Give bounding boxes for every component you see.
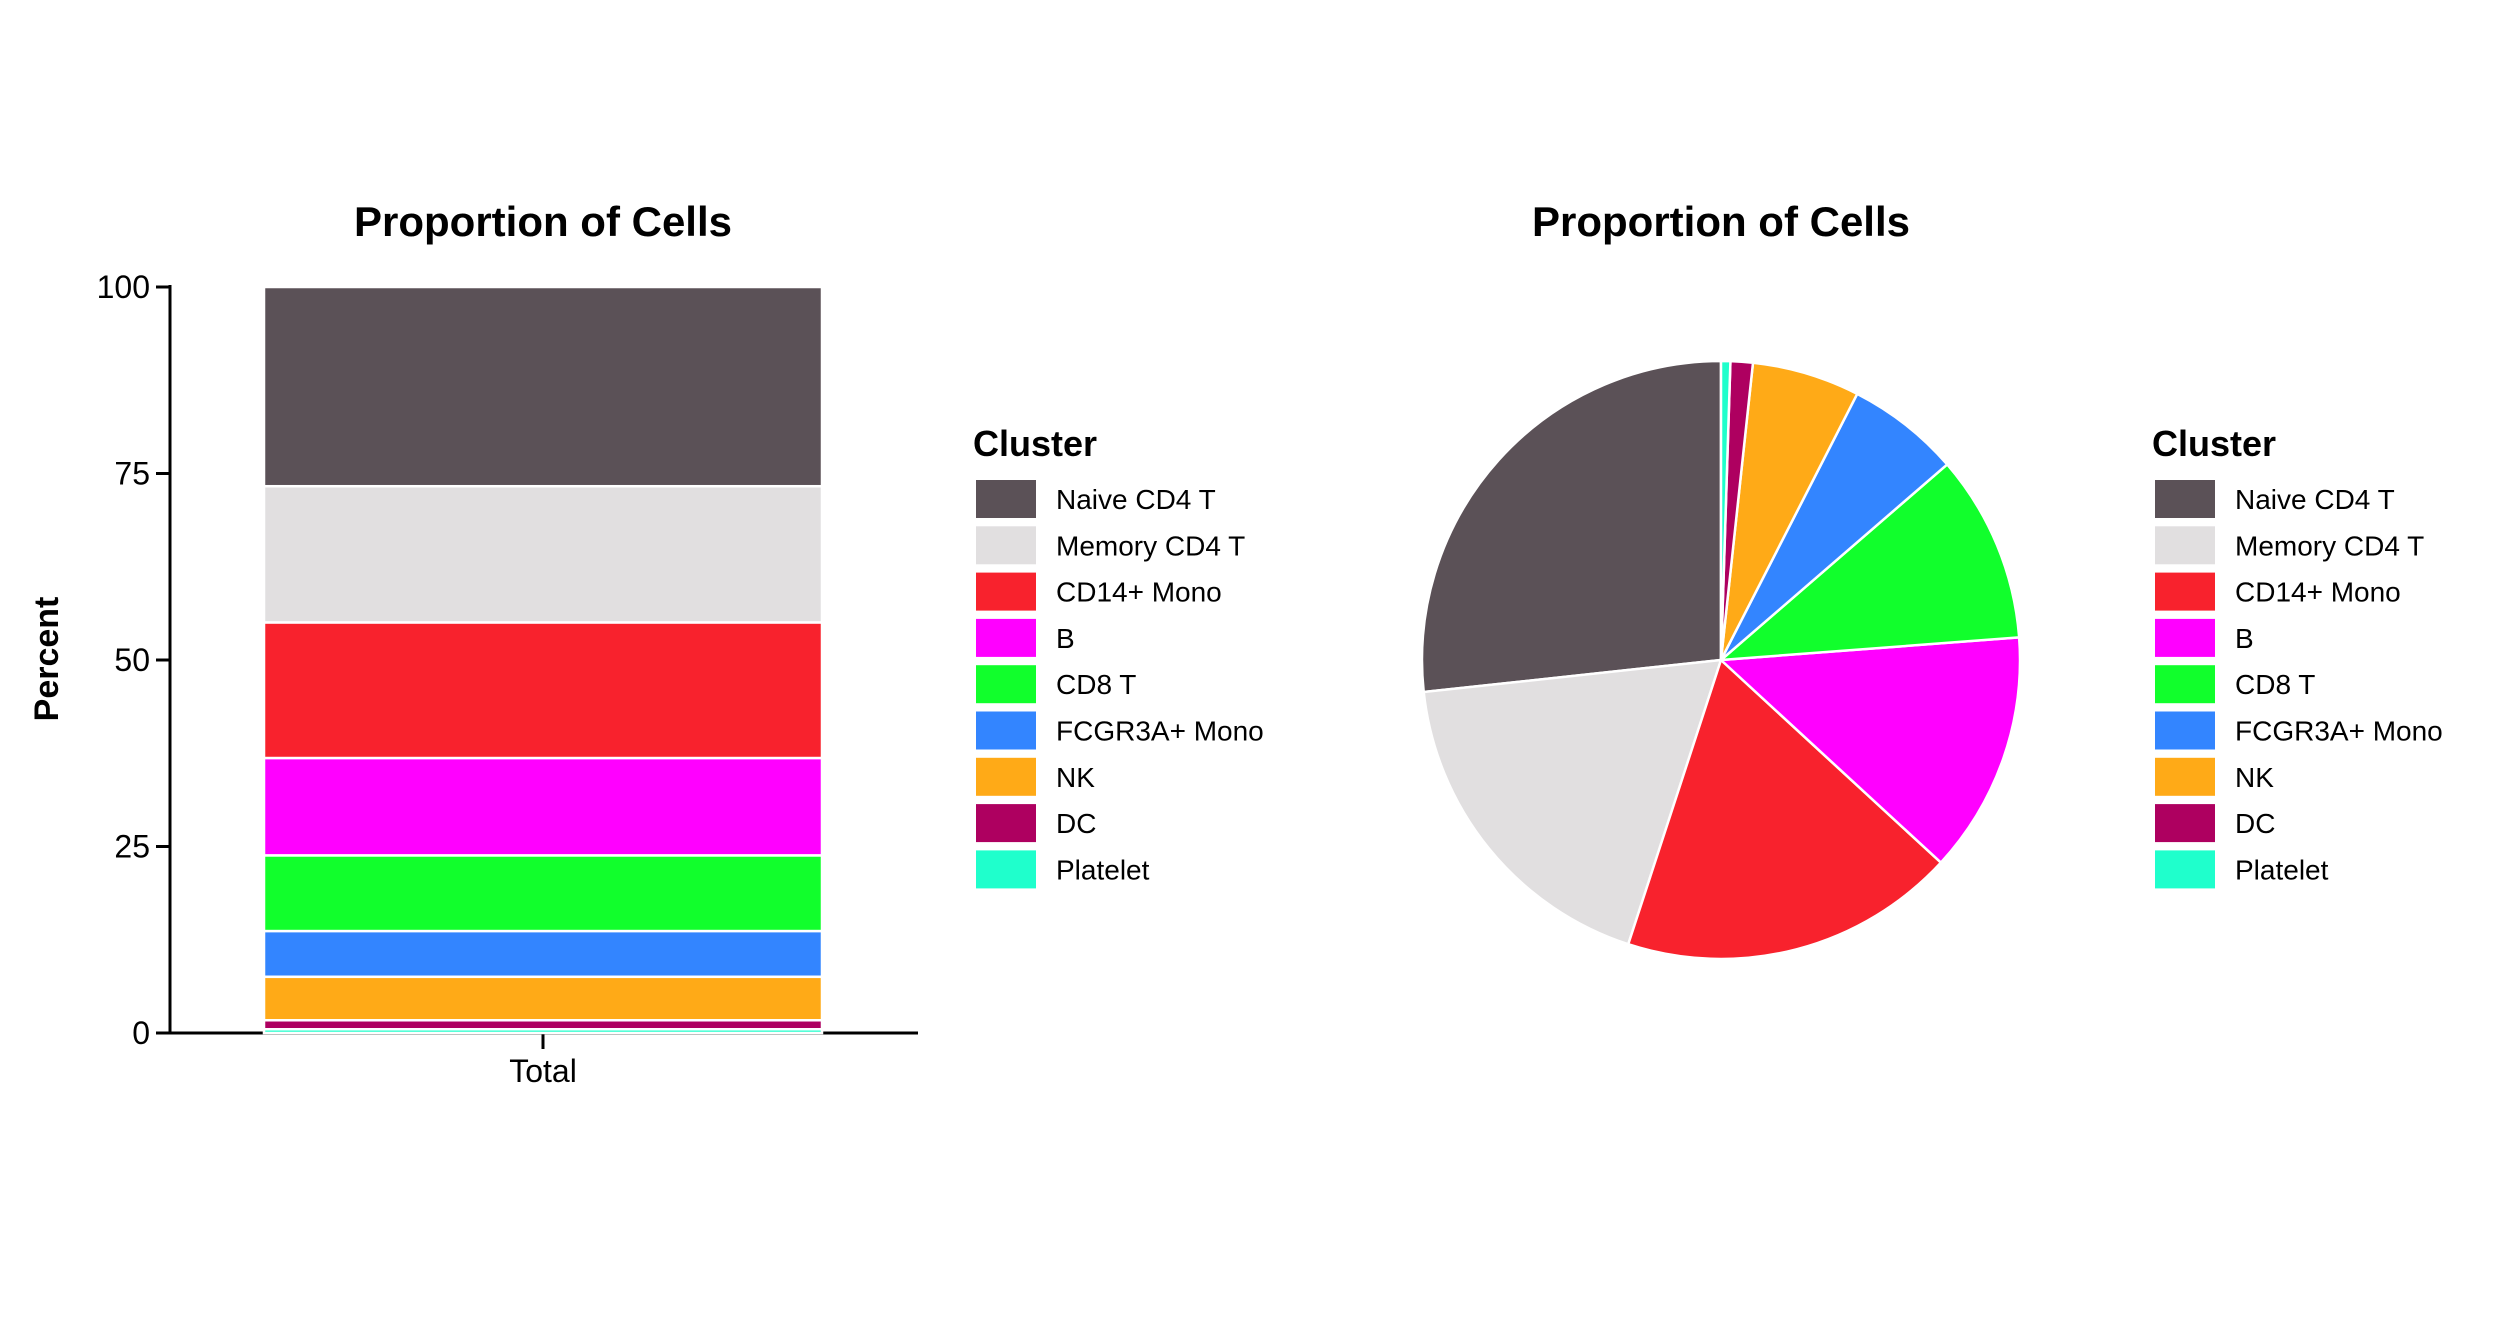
y-tick-label: 0 xyxy=(132,1015,150,1051)
legend-swatch-fcgr3aplus-mono xyxy=(976,711,1036,750)
bar-segment-fcgr3aplus-mono xyxy=(262,929,824,979)
stacked-bar-chart: Proportion of Cells Percent 0 25 50 75 100 To… xyxy=(28,198,1264,1089)
legend-swatch-naive-cd4-t xyxy=(976,480,1036,518)
bar-segment-nk xyxy=(262,975,824,1022)
bar-legend: Cluster Naive CD4 T Memory CD4 T CD14+ Mon… xyxy=(973,423,1264,889)
bar-segment-cd8-t xyxy=(262,854,824,933)
legend-label-platelet: Platelet xyxy=(1056,854,1150,885)
y-tick-label: 25 xyxy=(114,829,150,865)
pie-slice-naive-cd4-t xyxy=(1420,359,1723,694)
legend-swatch-cd14plus-mono xyxy=(2155,572,2215,611)
legend-swatch-dc xyxy=(976,804,1036,843)
legend-label-naive-cd4-t: Naive CD4 T xyxy=(1056,484,1216,515)
legend-label-cd8-t: CD8 T xyxy=(2235,669,2315,700)
legend-swatch-memory-cd4-t xyxy=(2155,526,2215,565)
legend-label-dc: DC xyxy=(2235,808,2275,839)
legend-swatch-platelet xyxy=(2155,850,2215,889)
legend-swatch-b xyxy=(2155,618,2215,657)
legend-label-fcgr3aplus-mono: FCGR3A+ Mono xyxy=(2235,716,2443,747)
legend-label-naive-cd4-t: Naive CD4 T xyxy=(2235,484,2395,515)
legend-label-b: B xyxy=(1056,623,1075,654)
bar-chart-title: Proportion of Cells xyxy=(354,198,732,245)
legend-swatch-cd8-t xyxy=(976,665,1036,704)
legend-swatch-cd14plus-mono xyxy=(976,572,1036,611)
y-tick-label: 50 xyxy=(114,642,150,678)
bar-segment-b xyxy=(262,756,824,857)
legend-label-b: B xyxy=(2235,623,2254,654)
pie-legend-title: Cluster xyxy=(2152,423,2276,464)
y-tick-label: 75 xyxy=(114,456,150,492)
legend-label-cd14plus-mono: CD14+ Mono xyxy=(1056,577,1222,608)
pie-slices xyxy=(1420,359,2022,961)
legend-label-fcgr3aplus-mono: FCGR3A+ Mono xyxy=(1056,716,1264,747)
pie-chart: Proportion of Cells Cluster Naive CD4 T M… xyxy=(1420,198,2443,961)
pie-slice-memory-cd4-t xyxy=(1422,658,1723,946)
bar-segment-platelet xyxy=(262,1028,824,1035)
legend-label-cd8-t: CD8 T xyxy=(1056,669,1136,700)
legend-label-nk: NK xyxy=(1056,762,1095,793)
bar-segment-dc xyxy=(262,1019,824,1031)
bar-segment-cd14plus-mono xyxy=(262,621,824,760)
x-tick-label: Total xyxy=(509,1053,577,1089)
legend-label-cd14plus-mono: CD14+ Mono xyxy=(2235,577,2401,608)
legend-swatch-nk xyxy=(976,757,1036,796)
bar-stack xyxy=(262,285,824,1035)
legend-label-memory-cd4-t: Memory CD4 T xyxy=(1056,530,1245,561)
pie-slice-cd14plus-mono xyxy=(1626,658,1943,961)
pie-slice-b xyxy=(1719,636,2022,864)
pie-slice-platelet xyxy=(1719,359,1732,662)
legend-swatch-cd8-t xyxy=(2155,665,2215,704)
legend-swatch-naive-cd4-t xyxy=(2155,480,2215,518)
legend-label-dc: DC xyxy=(1056,808,1096,839)
legend-swatch-fcgr3aplus-mono xyxy=(2155,711,2215,750)
legend-swatch-platelet xyxy=(976,850,1036,889)
pie-slice-cd8-t xyxy=(1719,463,2021,662)
bar-legend-title: Cluster xyxy=(973,423,1097,464)
legend-swatch-memory-cd4-t xyxy=(976,526,1036,565)
pie-legend: Cluster Naive CD4 T Memory CD4 T CD14+ Mon… xyxy=(2152,423,2443,889)
legend-label-memory-cd4-t: Memory CD4 T xyxy=(2235,530,2424,561)
legend-swatch-b xyxy=(976,618,1036,657)
y-axis-title: Percent xyxy=(28,597,66,722)
bar-segment-memory-cd4-t xyxy=(262,484,824,624)
pie-chart-title: Proportion of Cells xyxy=(1532,198,1910,245)
legend-label-nk: NK xyxy=(2235,762,2274,793)
legend-swatch-dc xyxy=(2155,804,2215,843)
legend-swatch-nk xyxy=(2155,757,2215,796)
legend-label-platelet: Platelet xyxy=(2235,854,2329,885)
y-tick-label: 100 xyxy=(97,269,150,305)
bar-segment-naive-cd4-t xyxy=(262,285,824,488)
